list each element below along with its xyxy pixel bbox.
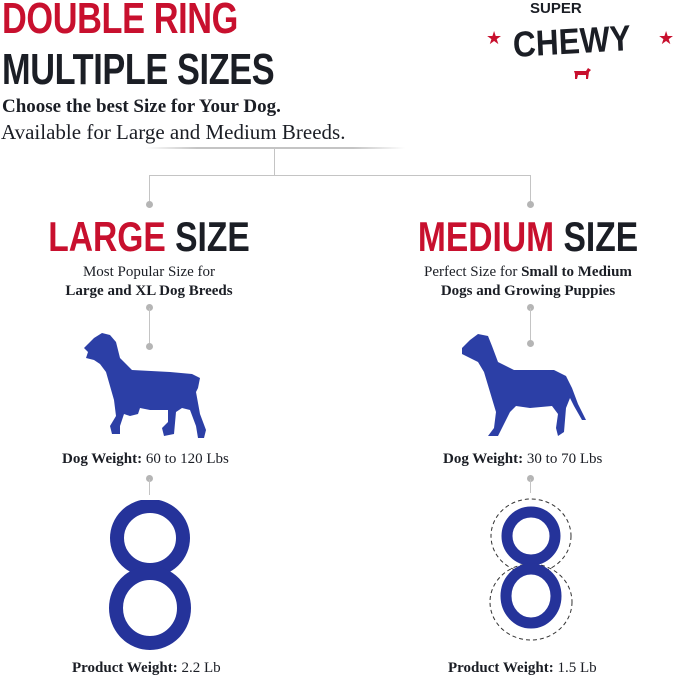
connector-dot <box>146 201 153 208</box>
connector <box>149 175 150 203</box>
connector <box>149 479 150 495</box>
subtitle: Choose the best Size for Your Dog. <box>2 96 281 117</box>
medium-dog-silhouette-icon <box>462 334 586 436</box>
connector <box>149 175 531 176</box>
medium-desc-line2: Dogs and Growing Puppies <box>440 283 616 299</box>
connector-dot <box>146 304 153 311</box>
medium-size-section: MEDIUM SIZE Perfect Size for Small to Me… <box>358 213 679 301</box>
title-line-1: DOUBLE RING <box>2 0 238 43</box>
star-icon: ★ <box>658 28 675 48</box>
connector <box>530 175 531 203</box>
connector <box>530 479 531 493</box>
medium-double-ring-toy <box>489 498 573 641</box>
medium-product-weight: Product Weight: 1.5 Lb <box>448 660 597 676</box>
large-dog-weight: Dog Weight: 60 to 120 Lbs <box>62 451 229 467</box>
connector <box>530 308 531 344</box>
availability-text: Available for Large and Medium Breeds. <box>1 120 346 144</box>
connector-dot <box>527 201 534 208</box>
connector-dot <box>146 343 153 350</box>
connector <box>149 308 150 346</box>
logo-chewy-text: CHEWY <box>512 16 632 65</box>
super-chewy-logo: SUPER CHEWY ★ ★ <box>484 0 679 82</box>
connector-dot <box>527 475 534 482</box>
large-desc-line1: Most Popular Size for <box>82 264 216 280</box>
large-dog-silhouette-icon <box>84 333 206 438</box>
medium-dog-weight: Dog Weight: 30 to 70 Lbs <box>443 451 603 467</box>
connector-dot <box>146 475 153 482</box>
connector-dot <box>527 340 534 347</box>
star-icon: ★ <box>486 28 503 48</box>
large-size-section: LARGE SIZE Most Popular Size for Large a… <box>0 213 319 301</box>
large-size-heading: LARGE SIZE <box>48 213 250 260</box>
logo-dog-icon <box>574 68 591 79</box>
connector <box>274 148 275 175</box>
large-desc-line2: Large and XL Dog Breeds <box>65 283 233 299</box>
medium-desc-line1: Perfect Size for Small to Medium <box>424 264 632 280</box>
divider <box>145 147 405 149</box>
logo-super-text: SUPER <box>530 0 582 17</box>
medium-size-heading: MEDIUM SIZE <box>417 213 639 260</box>
connector-dot <box>527 304 534 311</box>
title-line-2: MULTIPLE SIZES <box>2 45 275 94</box>
large-double-ring-toy <box>109 500 191 650</box>
large-product-weight: Product Weight: 2.2 Lb <box>72 660 221 676</box>
